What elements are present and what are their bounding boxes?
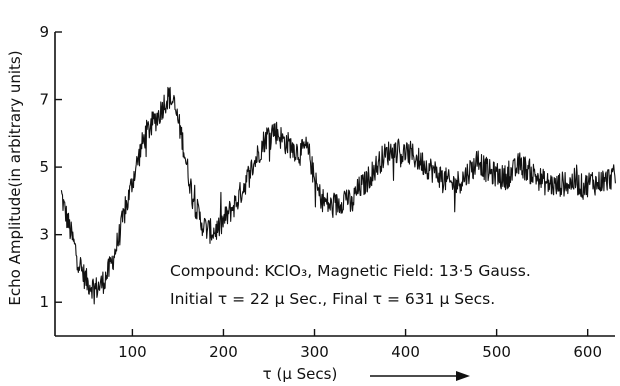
annotation-compound: Compound: KClO₃, Magnetic Field: 13·5 Ga…	[170, 262, 531, 280]
y-tick-label: 9	[39, 23, 49, 41]
x-axis-direction-arrow	[370, 371, 470, 381]
x-tick-label: 600	[573, 343, 602, 361]
y-tick-label: 3	[39, 226, 49, 244]
y-tick-label: 5	[39, 158, 49, 176]
x-tick-label: 300	[300, 343, 329, 361]
chart-trace	[60, 86, 616, 305]
x-tick-label: 400	[391, 343, 420, 361]
y-axis-label: Echo Amplitude(in arbitrary units)	[6, 50, 24, 305]
chart-axes	[54, 32, 615, 337]
x-axis-label: τ (μ Secs)	[263, 365, 338, 383]
chart-ticks: 100 200 300 400 500 600 1 3 5 7 9	[39, 23, 602, 361]
y-tick-label: 1	[39, 293, 49, 311]
annotation-tau-range: Initial τ = 22 μ Sec., Final τ = 631 μ S…	[170, 290, 495, 308]
x-tick-label: 200	[209, 343, 238, 361]
x-tick-label: 100	[118, 343, 147, 361]
x-tick-label: 500	[482, 343, 511, 361]
y-tick-label: 7	[39, 91, 49, 109]
echo-amplitude-line	[60, 86, 616, 305]
